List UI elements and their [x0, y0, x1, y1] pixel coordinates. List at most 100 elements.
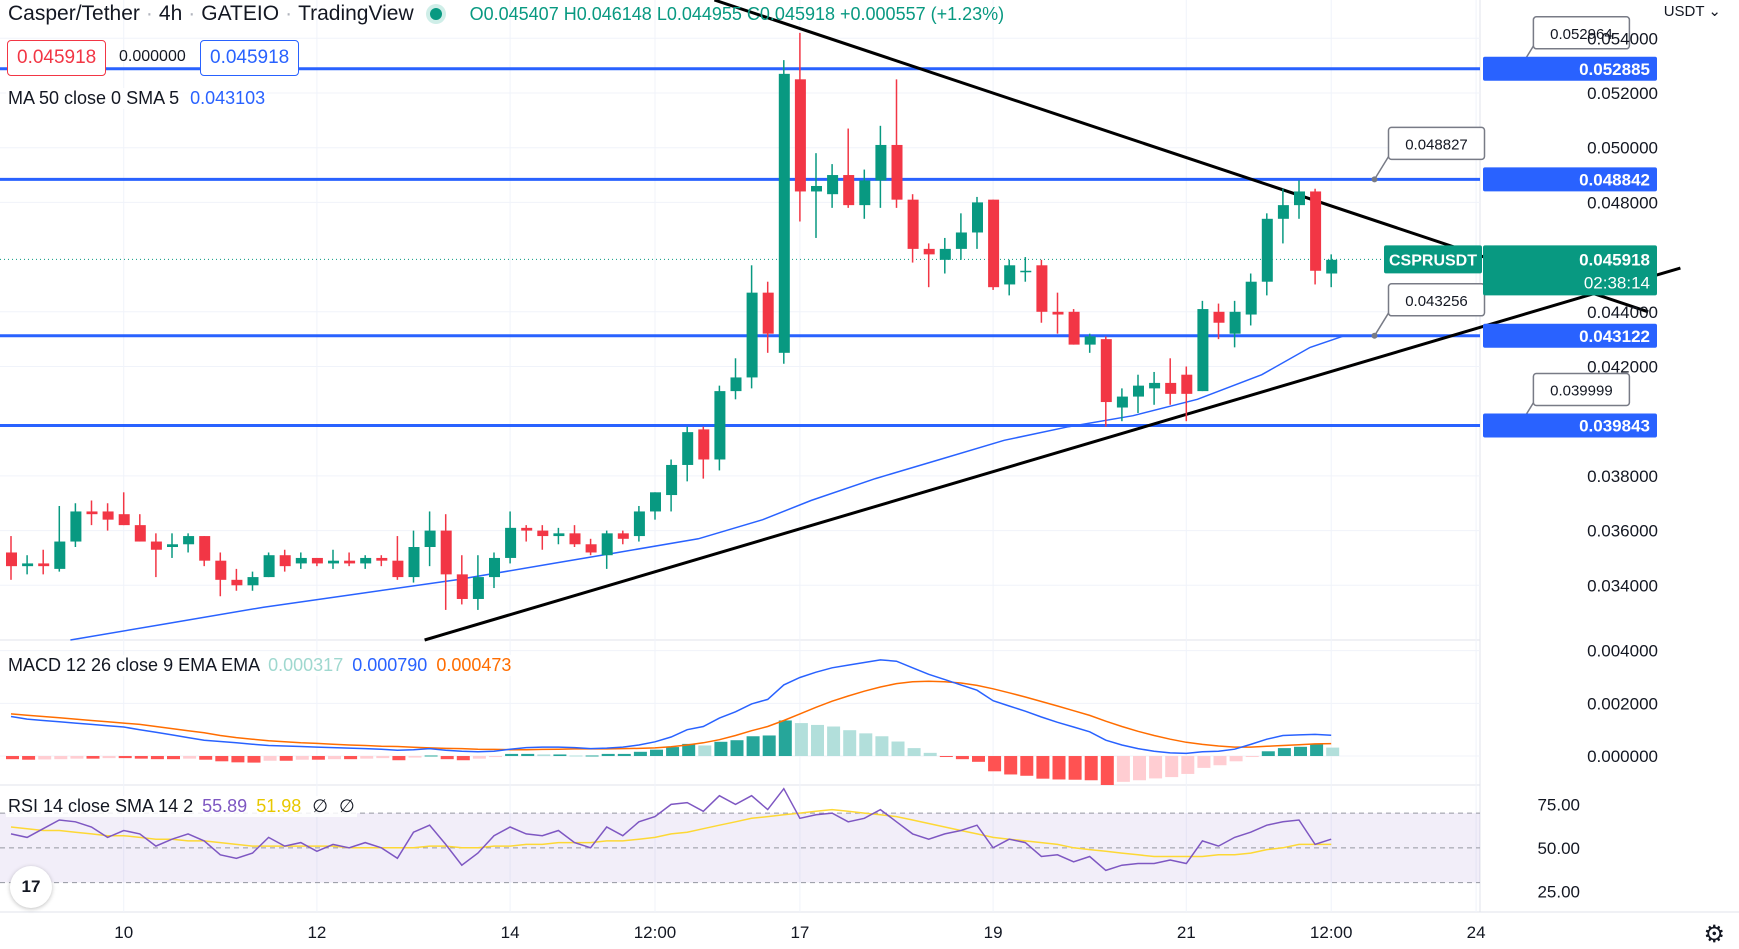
macd-histogram-bar — [811, 724, 824, 757]
candle-body — [617, 533, 629, 539]
macd-histogram-bar — [1310, 743, 1324, 757]
candle — [1213, 303, 1225, 340]
candle — [1004, 259, 1016, 296]
macd-histogram-bar — [1020, 756, 1034, 776]
price-tick-label: 0.038000 — [1587, 467, 1658, 486]
candle — [376, 555, 388, 567]
candle — [537, 525, 549, 550]
currency-selector[interactable]: USDT ⌄ — [1664, 2, 1721, 20]
price-axis[interactable]: 0.054000 0.052000 0.050000 0.048000 0.044000… — [1384, 29, 1658, 901]
macd-histogram-bar — [827, 726, 841, 757]
callout-box — [1532, 372, 1631, 407]
macd-histogram-bar — [1004, 756, 1018, 775]
macd-tick-label: 0.002000 — [1587, 694, 1658, 713]
macd-histogram-bar — [344, 756, 358, 760]
macd-histogram-bar — [939, 756, 953, 758]
candle — [827, 164, 839, 208]
macd-histogram-bar — [408, 756, 422, 758]
time-tick-label: 10 — [114, 923, 133, 942]
macd-histogram-bar — [988, 756, 1002, 772]
candle-body — [1084, 336, 1096, 345]
candle — [344, 552, 356, 567]
macd-histogram-bar — [199, 756, 213, 760]
time-tick-label: 24 — [1467, 923, 1486, 942]
macd-histogram-bar — [1261, 751, 1275, 757]
candle — [215, 552, 227, 597]
macd-signal-value: 0.000473 — [436, 655, 512, 675]
candle — [489, 552, 500, 589]
macd-histogram-bar — [1084, 756, 1098, 781]
time-axis[interactable]: 10 12 14 12:00 17 19 21 12:00 24 — [114, 923, 1485, 942]
candle-body — [392, 560, 404, 578]
macd-histogram-bar — [714, 741, 728, 757]
macd-histogram-bar — [247, 756, 261, 763]
level-label-bg — [1483, 413, 1657, 438]
chevron-down-icon: ⌄ — [1708, 3, 1721, 20]
candle-body — [489, 557, 500, 578]
ohlc-change: +0.000557 (+1.23%) — [840, 3, 1005, 24]
macd-histogram-bar — [102, 756, 116, 759]
callout-anchor — [1371, 176, 1378, 183]
candle — [601, 530, 613, 569]
time-tick-label: 12 — [307, 923, 326, 942]
ma-legend[interactable]: MA 50 close 0 SMA 5 0.043103 — [6, 88, 268, 109]
candle-body — [955, 232, 967, 249]
candle-body — [553, 533, 565, 537]
buy-button[interactable]: 0.045918 — [200, 40, 300, 76]
macd-histogram-bar — [617, 753, 631, 757]
candle — [762, 281, 774, 353]
candle-body — [1294, 191, 1305, 206]
level-price-label: 0.039843 — [1483, 413, 1657, 438]
time-tick-label: 19 — [984, 923, 1003, 942]
callout-box — [1387, 283, 1486, 317]
rsi-tick-label: 50.00 — [1537, 839, 1580, 858]
macd-histogram-bar — [698, 745, 712, 757]
gear-icon[interactable]: ⚙ — [1703, 921, 1725, 948]
candle — [167, 533, 178, 558]
candle-body — [1036, 265, 1048, 312]
macd-histogram-bar — [875, 736, 889, 757]
price-tick-label: 0.054000 — [1587, 29, 1658, 48]
candle — [279, 549, 291, 572]
macd-histogram-bar — [489, 756, 502, 758]
tradingview-logo-icon[interactable]: 17 — [10, 866, 52, 908]
macd-histogram-bar — [118, 756, 132, 759]
symbol-name[interactable]: Casper/Tether — [8, 2, 140, 25]
candle — [746, 265, 758, 389]
time-tick-label: 17 — [790, 923, 809, 942]
macd-legend[interactable]: MACD 12 26 close 9 EMA EMA 0.000317 0.00… — [6, 655, 514, 676]
macd-tick-label: 0.000000 — [1587, 747, 1658, 766]
macd-histogram-bar — [22, 756, 36, 760]
candle — [1326, 254, 1338, 288]
callout-box — [1532, 16, 1631, 50]
price-callout: 0.043256 — [1371, 283, 1486, 339]
macd-histogram-bar — [778, 720, 792, 757]
macd-histogram-bar — [859, 733, 873, 757]
candle — [328, 549, 339, 569]
time-tick-label: 21 — [1177, 923, 1196, 942]
macd-signal-line — [10, 680, 1332, 751]
level-label-text: 0.048842 — [1579, 170, 1650, 189]
macd-histogram-bar — [279, 756, 293, 761]
platform: TradingView — [298, 2, 414, 25]
callout-pointer — [1373, 152, 1392, 180]
trendline — [424, 266, 1681, 642]
macd-histogram-bar — [1149, 756, 1163, 779]
macd-pane — [6, 659, 1340, 785]
rsi-legend[interactable]: RSI 14 close SMA 14 2 55.89 51.98 ∅ ∅ — [6, 796, 357, 817]
level-label-text: 0.039843 — [1579, 416, 1650, 435]
candle — [569, 525, 581, 548]
candle — [1116, 388, 1128, 422]
candle — [150, 533, 162, 578]
interval[interactable]: 4h — [158, 2, 183, 25]
candle-body — [167, 544, 178, 548]
sell-button[interactable]: 0.045918 — [7, 40, 107, 76]
price-tick-label: 0.034000 — [1587, 576, 1658, 595]
candle — [70, 503, 82, 548]
macd-histogram-bar — [955, 756, 969, 760]
rsi-label: RSI 14 close SMA 14 2 — [8, 796, 194, 816]
macd-histogram-bar — [167, 756, 180, 760]
candle-body — [311, 557, 323, 564]
macd-histogram-bar — [553, 754, 567, 757]
